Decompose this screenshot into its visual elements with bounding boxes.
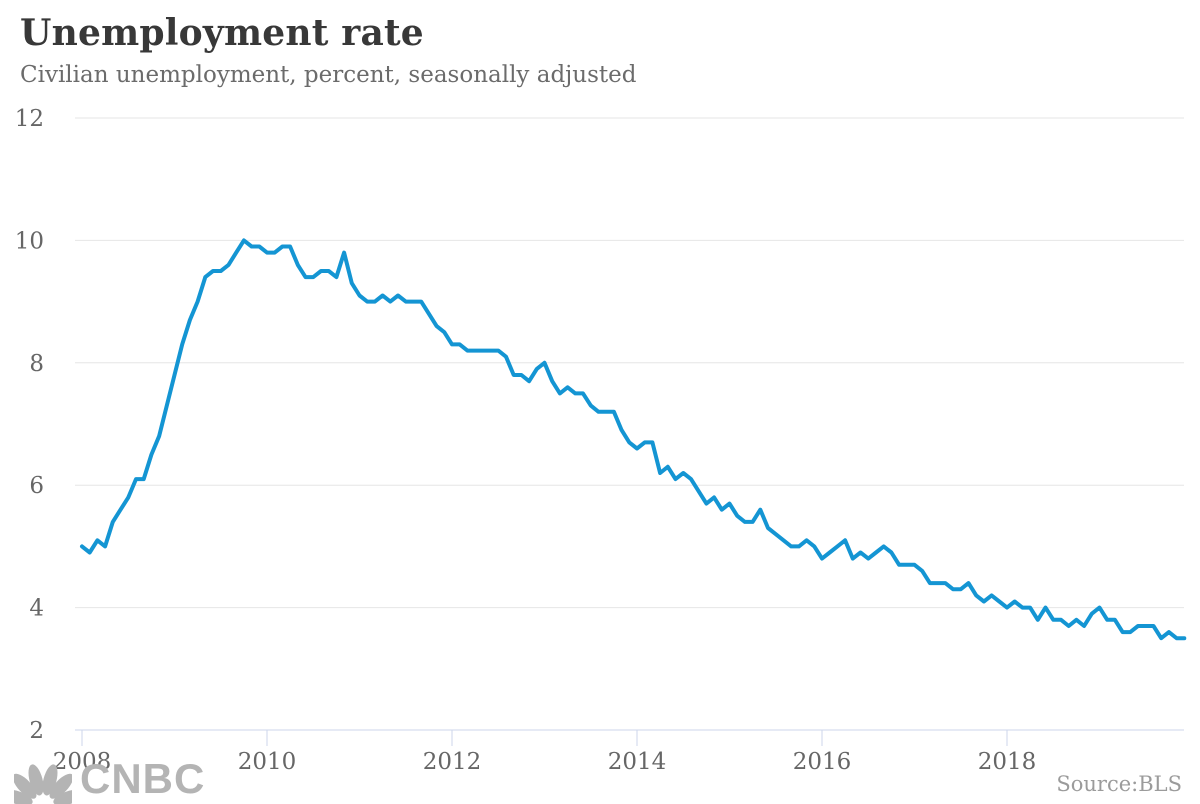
chart-header: Unemployment rate Civilian unemployment,…: [20, 12, 637, 88]
x-axis-label: 2014: [608, 749, 667, 775]
y-axis-label: 8: [29, 351, 44, 377]
x-axis-label: 2008: [53, 749, 112, 775]
axis-ticks-group: [81, 730, 1008, 746]
cnbc-logo-text: CNBC: [80, 755, 206, 802]
gridlines-group: [75, 117, 1184, 731]
y-axis-label: 6: [29, 473, 44, 499]
page-title: Unemployment rate: [20, 12, 424, 54]
y-axis-label: 4: [29, 596, 44, 622]
y-axis-label: 12: [15, 106, 44, 132]
peacock-feather: [49, 773, 72, 799]
axis-labels-group: 2 4 6 8 10 12 2008 2010 2012 2014 2016 2018: [15, 106, 1037, 775]
chart-subtitle: Civilian unemployment, percent, seasonal…: [20, 62, 637, 88]
x-axis-label: 2018: [978, 749, 1037, 775]
source-label: Source:BLS: [1056, 772, 1182, 796]
y-axis-label: 2: [29, 718, 44, 744]
cnbc-logo: CNBC: [14, 755, 206, 804]
x-axis-label: 2010: [238, 749, 297, 775]
peacock-feather: [28, 764, 44, 796]
x-axis-label: 2012: [423, 749, 482, 775]
cnbc-peacock-icon: [14, 764, 72, 804]
x-axis-label: 2016: [793, 749, 852, 775]
peacock-feather: [14, 773, 37, 799]
unemployment-line-series: [80, 238, 1187, 641]
y-axis-label: 10: [15, 228, 44, 254]
